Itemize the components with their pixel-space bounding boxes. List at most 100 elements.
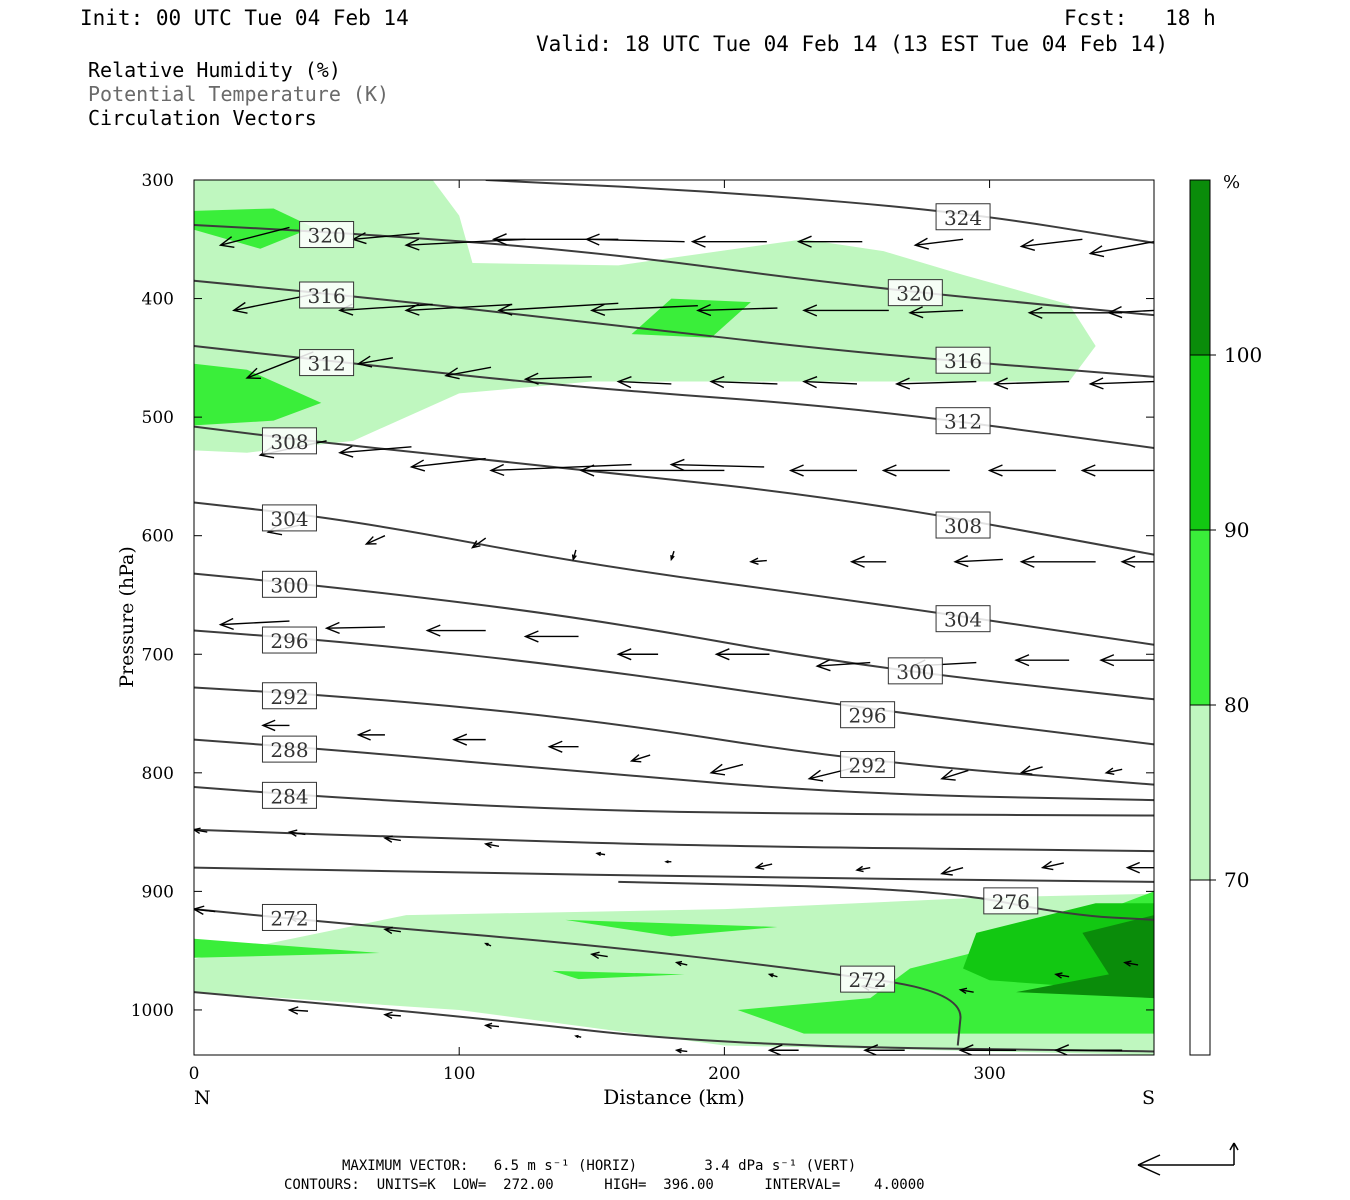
contour-label-box [935,407,991,435]
circulation-vector [364,535,386,545]
legend-relative-humidity: Relative Humidity (%) [88,58,341,82]
x-end-label: S [1142,1087,1155,1109]
circulation-vector [674,960,688,967]
contour-label: 296 [848,704,886,728]
theta-contour-292-15 [194,686,1154,786]
circulation-vector [940,866,964,876]
circulation-vector [1027,306,1123,319]
contour-label-box [840,751,896,779]
circulation-vector [802,376,858,389]
contour-label-box [887,279,943,307]
colorbar-swatch [1190,530,1210,705]
circulation-vector [595,851,606,857]
circulation-vector [383,1011,401,1019]
rh-region-80-7 [552,970,685,980]
rh-region-80-5 [194,938,380,958]
circulation-vector [1104,767,1123,775]
contour-label-box [299,349,355,377]
colorbar-swatch [1190,880,1210,1055]
contour-label-box [261,781,317,809]
circulation-vector [452,733,486,746]
circulation-vector [1099,654,1154,667]
contour-label-box [840,701,896,729]
contour-label: 276 [992,890,1030,914]
circulation-vector [714,648,770,661]
circulation-vector [571,549,577,562]
x-tick-label: 100 [443,1064,475,1084]
circulation-vector [616,376,672,389]
contour-label-box [299,281,355,309]
x-start-label: N [194,1087,211,1109]
reference-vector-icon [1137,1142,1239,1176]
circulation-vector [1088,377,1154,390]
circulation-vector [194,905,216,916]
contour-label: 296 [270,629,308,653]
circulation-vector [913,237,964,250]
circulation-vector [709,375,778,389]
circulation-vector [484,942,492,947]
y-tick-label: 600 [142,527,174,547]
y-tick-label: 400 [142,290,174,310]
circulation-vector [754,862,773,870]
contour-label: 300 [270,573,308,597]
circulation-vector [523,630,579,643]
theta-contour-unlabeled-20 [194,866,1154,883]
contour-label: 272 [270,906,308,930]
contour-label-box [935,346,991,374]
theta-contour-unlabeled-24 [194,991,1154,1053]
y-tick-label: 1000 [131,1001,174,1021]
contour-label-box [887,657,943,685]
circulation-vector [940,769,969,781]
contour-label: 288 [270,738,308,762]
contour-label: 304 [270,507,308,531]
theta-contour-284-18 [194,786,1154,817]
circulation-vector [788,464,857,477]
theta-contour-unlabeled-19 [194,828,1154,853]
circulation-vector [958,1044,1017,1055]
theta-contour-324-0 [485,180,1154,244]
circulation-vector [324,621,385,635]
rh-region-80-6 [565,919,778,937]
y-tick-label: 900 [142,882,174,902]
colorbar-label: 100 [1224,343,1262,367]
circulation-vector [356,729,385,741]
colorbar-frame [1189,179,1211,1056]
y-axis-label: Pressure (hPa) [116,546,138,688]
circulation-vector [993,377,1070,390]
circulation-vector [767,973,778,978]
colorbar: 70 80 90 100 [1189,179,1262,1056]
circulation-vector [489,463,632,477]
y-tick-label: 500 [142,408,174,428]
theta-contour-312-5 [194,344,1154,449]
y-tick-label: 700 [142,645,174,665]
circulation-vector [815,659,871,672]
circulation-vector [194,827,208,834]
circulation-vector [674,1048,688,1054]
contour-label-box [935,511,991,539]
colorbar-swatch [1190,705,1210,880]
circulation-vector [404,238,526,251]
circulation-vector [409,457,486,472]
circulation-vector [908,306,964,319]
theta-contour-276-21 [618,880,1154,921]
circulation-vector [218,617,290,631]
rh-fill-layer [194,180,1154,1055]
legend-potential-temperature: Potential Temperature (K) [88,82,390,106]
colorbar-unit: % [1223,172,1240,193]
x-axis-label: Distance (km) [603,1085,745,1109]
circulation-vector [383,835,401,843]
axes: 0 100 200 300 300 400 500 600 700 800 900 1000 [131,171,1154,1084]
colorbar-label: 80 [1224,693,1249,717]
circulation-vector [987,464,1056,477]
theta-contour-320-1 [194,224,1154,317]
circulation-vector [1123,960,1139,967]
circulation-vector [523,372,592,385]
circulation-vector [849,555,887,568]
contour-label-box [983,887,1039,915]
circulation-vector [261,719,290,732]
x-tick-label: 300 [973,1064,1005,1084]
contour-label: 292 [270,685,308,709]
circulation-vector [881,464,950,477]
circulation-vector [616,648,659,661]
